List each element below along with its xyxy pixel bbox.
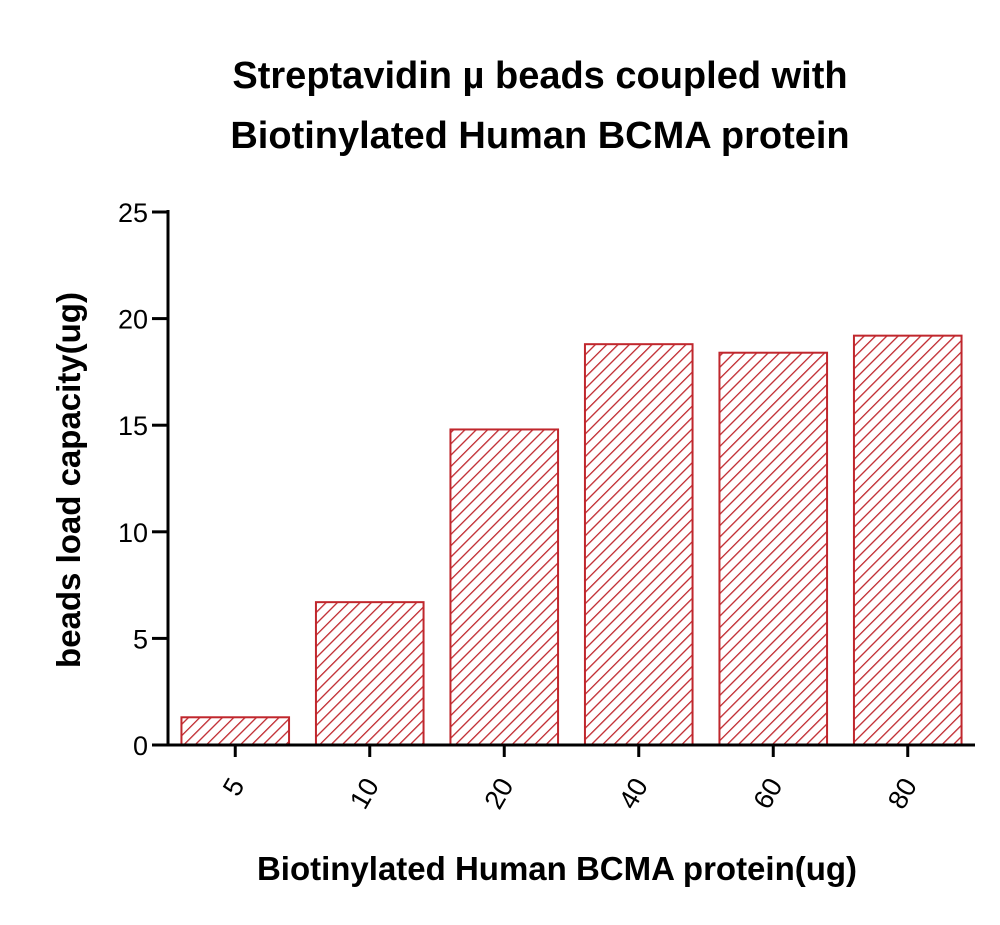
- bar-10: [314, 601, 425, 746]
- bar-5: [180, 716, 291, 746]
- x-tick-label: 5: [217, 773, 250, 801]
- y-tick-label: 0: [133, 731, 148, 761]
- bar-80: [852, 334, 963, 746]
- x-tick-label: 60: [747, 773, 788, 814]
- bar-60: [718, 351, 829, 746]
- bars-group: [180, 334, 963, 746]
- y-tick-label: 25: [118, 198, 148, 228]
- y-axis-label: beads load capacity(ug): [50, 292, 87, 668]
- x-tick-label: 10: [344, 773, 385, 814]
- bar-20: [449, 428, 560, 746]
- y-tick-label: 15: [118, 411, 148, 441]
- chart-title-line-2: Biotinylated Human BCMA protein: [230, 115, 849, 157]
- y-tick-label: 5: [133, 624, 148, 654]
- x-ticks-group: 5 10 20 40 60 80: [217, 745, 923, 814]
- x-tick-label: 80: [882, 773, 923, 814]
- x-axis-label: Biotinylated Human BCMA protein(ug): [257, 850, 857, 887]
- chart-title-line-1: Streptavidin µ beads coupled with: [232, 55, 847, 97]
- y-tick-label: 20: [118, 305, 148, 335]
- bar-40: [583, 343, 694, 746]
- y-ticks-group: 0 5 10 15 20 25: [118, 198, 168, 761]
- x-tick-label: 40: [613, 773, 654, 814]
- y-tick-label: 10: [118, 518, 148, 548]
- x-tick-label: 20: [478, 773, 519, 814]
